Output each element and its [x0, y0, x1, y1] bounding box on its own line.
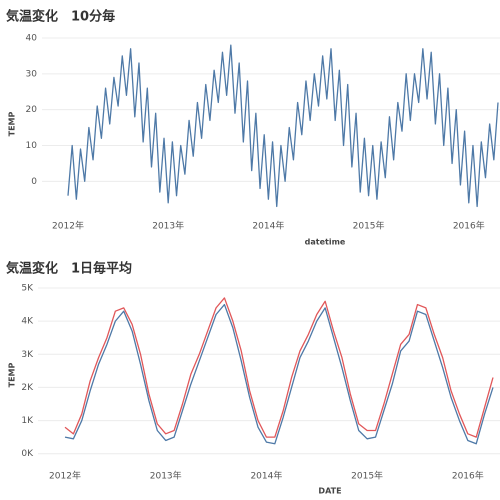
x-tick-label: 2012年: [49, 470, 81, 482]
y-tick-label: 2K: [21, 383, 34, 393]
y-axis-title: TEMP: [8, 111, 17, 136]
x-axis-title: datetime: [305, 238, 346, 247]
chart-title: 気温変化 10分毎: [6, 9, 115, 25]
y-tick-label: 0K: [21, 449, 34, 459]
y-tick-label: 0: [31, 177, 37, 187]
y-tick-label: 30: [26, 69, 38, 79]
x-tick-label: 2016年: [453, 220, 485, 232]
x-tick-label: 2015年: [351, 470, 383, 482]
y-tick-label: 10: [26, 141, 38, 151]
chart-title: 気温変化 1日毎平均: [6, 261, 132, 277]
series-line: [64, 303, 494, 445]
x-tick-label: 2014年: [252, 220, 284, 232]
y-tick-label: 3K: [21, 350, 34, 360]
x-tick-label: 2013年: [150, 470, 182, 482]
y-axis-title: TEMP: [8, 362, 17, 387]
x-tick-label: 2013年: [152, 220, 184, 232]
y-tick-label: 1K: [21, 416, 34, 426]
x-tick-label: 2014年: [250, 470, 282, 482]
series-line: [64, 297, 494, 438]
x-tick-label: 2015年: [353, 220, 385, 232]
x-axis-title: DATE: [318, 487, 341, 496]
y-tick-label: 5K: [21, 284, 34, 294]
x-tick-label: 2016年: [452, 470, 484, 482]
y-tick-label: 20: [26, 105, 38, 115]
x-tick-label: 2012年: [52, 220, 84, 232]
y-tick-label: 40: [26, 34, 38, 44]
series-line: [67, 44, 499, 208]
y-tick-label: 4K: [21, 317, 34, 327]
